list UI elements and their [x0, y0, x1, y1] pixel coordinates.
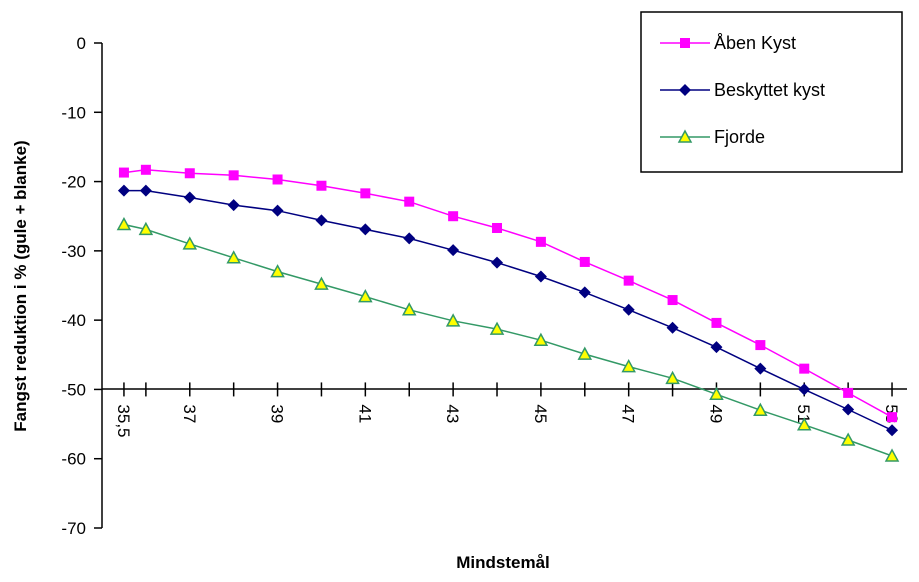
- series-line: [123, 189, 893, 431]
- y-tick-label: -40: [61, 311, 86, 330]
- data-point: [577, 346, 593, 360]
- data-point: [578, 286, 591, 299]
- data-point: [314, 276, 329, 290]
- data-point: [448, 211, 459, 222]
- data-point: [666, 321, 679, 334]
- y-tick-label: -10: [61, 103, 86, 122]
- data-point: [404, 196, 415, 207]
- x-tick-label: 39: [268, 404, 287, 423]
- data-point: [272, 174, 283, 185]
- y-axis-ticks: 0 -10 -20 -30 -40 -50 -60 -70: [61, 34, 102, 538]
- data-point: [796, 417, 812, 431]
- x-tick-label: 37: [180, 404, 199, 423]
- data-point: [710, 341, 723, 354]
- x-tick-label: 47: [619, 404, 638, 423]
- data-point: [140, 164, 151, 175]
- y-tick-label: -20: [61, 173, 86, 192]
- data-point: [534, 270, 547, 283]
- data-point: [887, 412, 898, 423]
- y-tick-label: -70: [61, 519, 86, 538]
- legend-marker: [677, 129, 693, 143]
- data-point: [184, 168, 195, 179]
- legend-label: Beskyttet kyst: [714, 80, 825, 100]
- data-point: [401, 302, 417, 316]
- data-point: [667, 295, 678, 306]
- legend-label: Fjorde: [714, 127, 765, 147]
- series-square: [118, 164, 898, 423]
- data-point: [579, 256, 590, 267]
- series-line: [123, 169, 893, 418]
- y-tick-label: 0: [77, 34, 86, 53]
- legend-label: Åben Kyst: [714, 33, 796, 53]
- legend-items: Åben Kyst Beskyttet kyst Fjorde: [660, 33, 825, 147]
- data-point: [447, 244, 460, 257]
- data-point: [270, 264, 285, 278]
- data-point: [358, 289, 373, 303]
- x-tick-label: 45: [531, 404, 550, 423]
- data-point: [316, 180, 327, 191]
- data-point: [884, 448, 900, 462]
- data-point: [116, 216, 132, 231]
- x-tick-label: 35,5: [114, 404, 133, 437]
- data-point: [271, 204, 284, 217]
- data-point: [489, 321, 505, 335]
- data-point: [799, 363, 810, 374]
- data-point: [843, 387, 854, 398]
- data-point: [227, 199, 240, 212]
- data-point: [491, 256, 504, 269]
- x-axis-title: Mindstemål: [456, 553, 550, 572]
- series-layer: [116, 164, 900, 462]
- data-point: [403, 232, 416, 245]
- data-point: [840, 432, 856, 446]
- x-axis-ticks: 35,5373941434547495153: [114, 382, 901, 438]
- data-point: [709, 386, 724, 401]
- data-point: [360, 188, 371, 199]
- y-tick-label: -30: [61, 242, 86, 261]
- data-point: [665, 370, 680, 385]
- y-tick-label: -60: [61, 450, 86, 469]
- data-point: [182, 236, 198, 250]
- x-tick-label: 51: [794, 404, 813, 423]
- x-tick-label: 49: [706, 404, 725, 423]
- x-tick-label: 41: [355, 404, 374, 423]
- data-point: [183, 191, 196, 204]
- series-line: [123, 223, 893, 457]
- data-point: [535, 236, 546, 247]
- data-point: [138, 221, 154, 236]
- data-point: [622, 303, 635, 316]
- plot-area: 0 -10 -20 -30 -40 -50 -60 -70 35,5 37 39 41 43 45 47 4…: [61, 34, 907, 538]
- data-point: [886, 424, 899, 437]
- data-point: [533, 332, 549, 346]
- data-point: [621, 358, 636, 373]
- series-triangle: [116, 216, 900, 462]
- data-point: [753, 402, 768, 416]
- data-point: [754, 362, 767, 375]
- data-point: [226, 250, 241, 264]
- legend-marker: [679, 84, 691, 96]
- data-point: [623, 275, 634, 286]
- data-point: [492, 222, 503, 233]
- data-point: [315, 214, 328, 227]
- data-point: [118, 167, 129, 178]
- data-point: [755, 340, 766, 351]
- x-tick-label: 43: [443, 404, 462, 423]
- series-diamond: [117, 184, 899, 437]
- data-point: [359, 223, 372, 236]
- legend: Åben Kyst Beskyttet kyst Fjorde: [640, 11, 903, 173]
- data-point: [139, 184, 152, 197]
- data-point: [842, 403, 855, 416]
- y-axis-title: Fangst reduktion i % (gule + blanke): [11, 140, 30, 431]
- data-point: [798, 383, 811, 396]
- data-point: [228, 170, 239, 181]
- data-point: [445, 313, 461, 327]
- y-tick-label: -50: [61, 380, 86, 399]
- data-point: [117, 184, 130, 197]
- legend-marker: [680, 38, 690, 48]
- data-point: [711, 317, 722, 328]
